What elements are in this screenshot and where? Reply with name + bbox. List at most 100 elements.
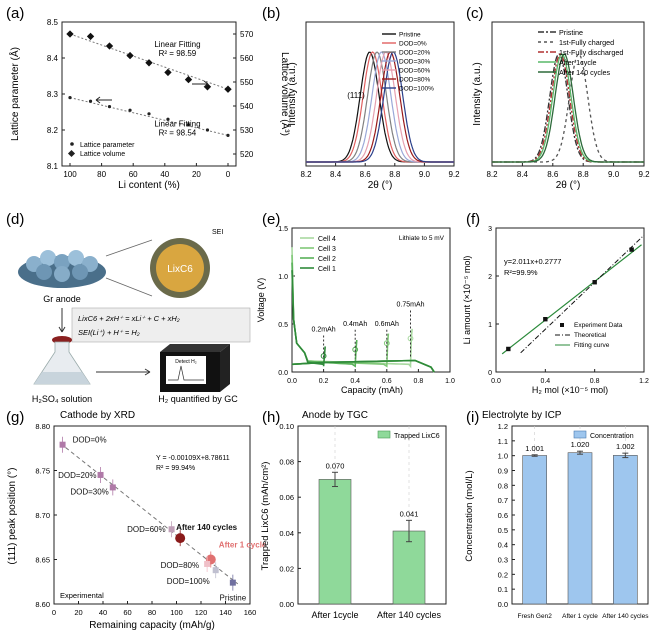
panel-b-ticks: 8.2 8.4 8.6 8.8 9.0 9.2 (300, 163, 460, 179)
panel-c: (c) 8.2 8.4 8.6 8.8 9.0 9.2 2θ (°) Intensity … (466, 5, 650, 191)
panel-label-d: (d) (6, 211, 24, 228)
point-label: DOD=20% (58, 471, 96, 480)
panel-g-r2: R² = 99.94% (156, 465, 195, 472)
x-tick-label: 0.0 (491, 378, 501, 385)
annotation-label: 0.6mAh (375, 321, 399, 328)
panel-label-i: (i) (466, 409, 479, 426)
legend-entry: DOD=60% (399, 68, 430, 75)
x-tick-label: 0.6 (382, 378, 392, 385)
panel-h-frame (297, 425, 447, 605)
panel-label-e: (e) (262, 211, 280, 228)
theoretical-line (520, 234, 645, 354)
panel-f-frame (495, 227, 645, 373)
x-tick-label: 60 (129, 170, 138, 179)
arrow-right (192, 80, 209, 88)
gc-screen-label: Detect H₂ (175, 359, 196, 365)
panel-h-legend: Trapped LixC6 (377, 430, 440, 440)
panel-label-b: (b) (262, 5, 280, 22)
lixc6-label: LixC6 (167, 264, 193, 275)
y-tick-label: 0.06 (279, 493, 294, 502)
panel-g-corner-label: Experimental (60, 591, 104, 600)
panel-label-c: (c) (466, 5, 484, 22)
point-label: DOD=80% (161, 561, 199, 570)
panel-g-equation: Y = -0.00109X+8.78611 (156, 455, 230, 462)
legend-entry-lattice-parameter: Lattice parameter (80, 142, 135, 149)
x-tick-label: 8.2 (300, 170, 312, 179)
end-marker (320, 353, 327, 359)
y2-tick-label: 560 (240, 54, 254, 63)
y-tick-label: 8.80 (35, 422, 50, 431)
panel-h-ylabel: Trapped LixC6 (mAh/cm²) (260, 462, 271, 571)
experiment-point (506, 346, 511, 352)
x-tick-label: 100 (170, 608, 183, 617)
panel-b-curves (306, 51, 454, 163)
panel-e-frame (291, 227, 451, 373)
particle (68, 250, 84, 266)
point-lattice-volume (66, 30, 74, 38)
panel-d: (d) LixC6 SEI Gr anode LixC6 + 2xH⁺ = xL… (6, 211, 251, 404)
y-tick-label: 1.0 (498, 452, 508, 461)
bar (522, 455, 547, 605)
x-tick-label: 20 (192, 170, 201, 179)
legend-swatch-trapped (377, 430, 391, 439)
annotation-label: 0.4mAh (343, 321, 367, 328)
point-lattice-volume (164, 68, 172, 77)
panel-b: (b) 8.2 8.4 8.6 8.8 9.0 9.2 (111) 2θ (°) Inte… (262, 5, 460, 191)
gr-anode-label: Gr anode (43, 294, 81, 304)
curve-cell-4 (291, 247, 413, 369)
bar (613, 455, 638, 605)
point-label: DOD=30% (70, 487, 108, 496)
panel-i: (i) 0.0 0.1 0.2 0.3 0.4 0.5 0.6 0.7 0.8 0.9 1.0 1.1… (464, 409, 649, 620)
y-tick-label: 0.5 (498, 526, 508, 535)
zoom-line (105, 277, 153, 297)
legend-entry: DOD=30% (399, 59, 430, 66)
y2-tick-label: 530 (240, 126, 254, 135)
experiment-point (592, 280, 597, 285)
x-tick-label: 8.4 (330, 170, 342, 179)
x-tick-label: 0.8 (414, 378, 424, 385)
bar (567, 452, 593, 605)
panel-f-ticks: 0.0 0.4 0.8 1.2 0 1 2 3 (488, 226, 649, 385)
point-lattice-parameter (107, 105, 112, 109)
legend-entry: Cell 3 (318, 246, 336, 253)
panel-b-frame (305, 21, 455, 167)
point-label: After 1 cycle (219, 541, 267, 550)
point-lattice-volume (86, 32, 95, 41)
x-tick-label: 80 (148, 608, 156, 617)
y-tick-label: 8.65 (35, 556, 50, 565)
legend-entry: Pristine (559, 28, 583, 37)
panel-i-ylabel: Concentration (mol/L) (464, 470, 475, 561)
point-lattice-volume (145, 59, 153, 67)
flask-icon (33, 336, 91, 385)
panel-c-frame (491, 21, 645, 167)
panel-f-xlabel: H₂ mol (×10⁻⁵ mol) (532, 385, 608, 395)
y-tick-label: 1.5 (278, 226, 288, 233)
y-tick-label: 8.2 (47, 126, 59, 135)
point-lattice-volume (203, 83, 212, 91)
gc-screen (166, 356, 206, 384)
lixc6-core-icon (156, 244, 204, 292)
legend-entry-theoretical: Theoretical (574, 332, 607, 339)
panel-f-ylabel: Li amount (×10⁻⁵ mol) (462, 256, 472, 345)
panel-b-legend: Pristine DOD=0% DOD=20% DOD=30% DOD=60% DOD=8… (382, 32, 434, 93)
panel-a-y2label: Lattice volume (Å³) (279, 52, 292, 136)
legend-entry: After 140 cycles (559, 68, 611, 77)
y-tick-label: 0.5 (278, 322, 288, 329)
panel-b-peak-label: (111) (347, 91, 365, 100)
legend-entry: DOD=100% (399, 86, 434, 93)
legend-entry-experiment: Experiment Data (574, 322, 623, 329)
bar-value-label: 0.041 (400, 509, 419, 518)
x-tick-label: 0.4 (540, 378, 550, 385)
panel-h: (h) 0.00 0.02 0.04 0.06 0.08 0.10 0.070 After … (260, 409, 447, 620)
x-tick-label: 0.4 (350, 378, 360, 385)
experiment-point (629, 247, 634, 252)
x-tick-label: 160 (244, 608, 257, 617)
panel-i-legend: Concentration (573, 430, 634, 440)
x-tick-label: 1.2 (639, 378, 649, 385)
category-label: Fresh Gen2 (518, 613, 553, 620)
fit-line (59, 442, 239, 585)
point-lattice-volume (126, 51, 134, 60)
panel-a-xlabel: Li content (%) (118, 180, 180, 191)
